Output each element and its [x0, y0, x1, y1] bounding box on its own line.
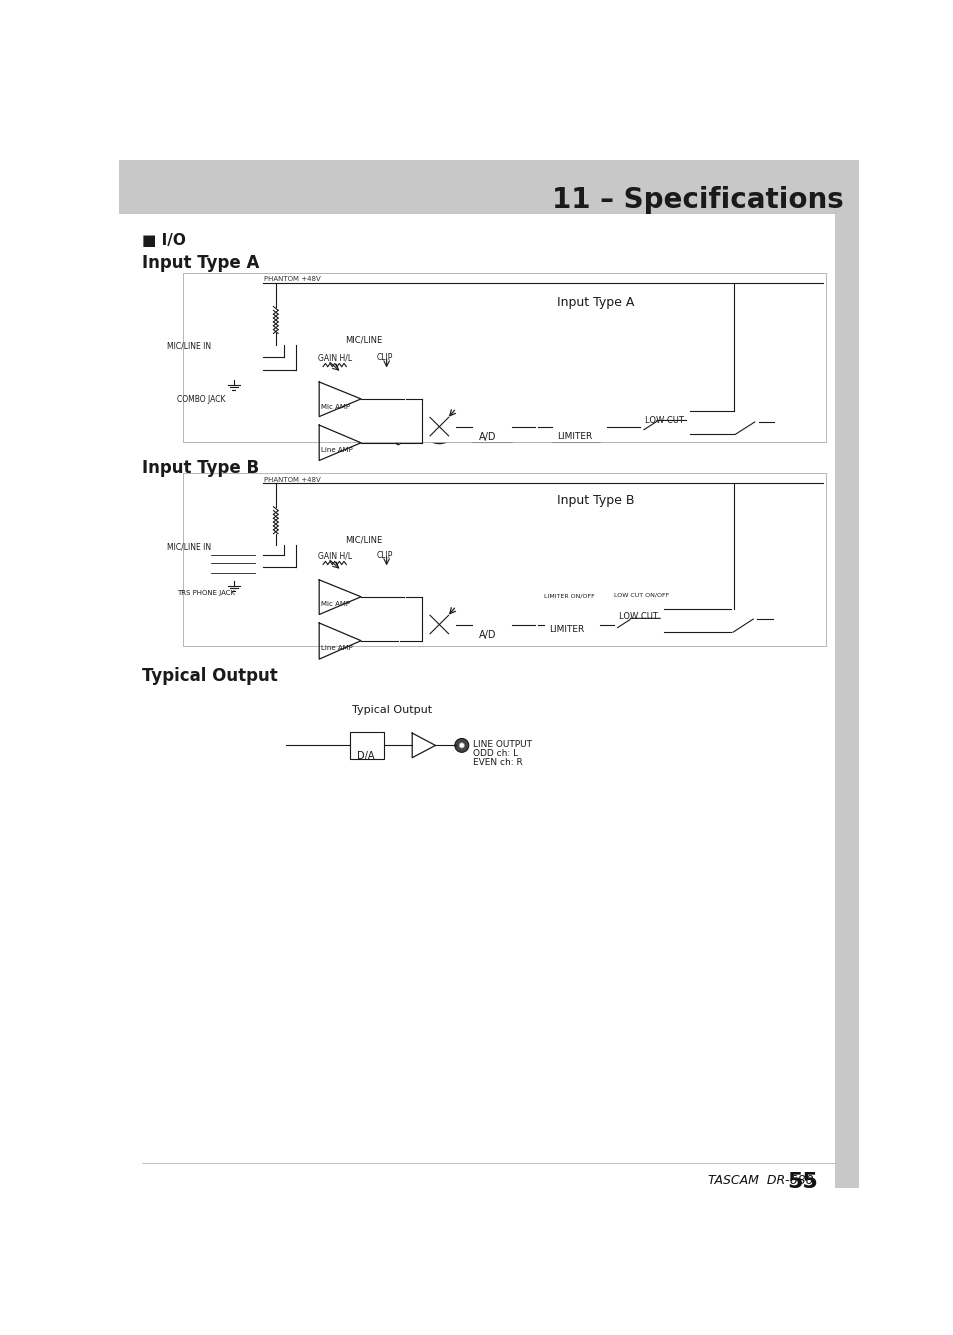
Bar [551, 411, 599, 442]
Text: LIMITER ON/OFF: LIMITER ON/OFF [543, 594, 594, 598]
Text: MIC/LINE IN: MIC/LINE IN [167, 542, 212, 551]
Text: Line AMP: Line AMP [320, 447, 352, 454]
Text: Input Type A: Input Type A [557, 296, 634, 308]
Text: Mic AMP: Mic AMP [320, 403, 350, 410]
Text: Typical Output: Typical Output [352, 705, 432, 716]
Text: Input Type B: Input Type B [557, 494, 634, 506]
Bar [119, 160, 858, 212]
Text: A/D: A/D [478, 433, 496, 442]
Text: CLIP: CLIP [376, 354, 393, 363]
Circle shape [455, 738, 468, 753]
Text: Mic AMP: Mic AMP [320, 601, 350, 607]
Text: MIC/LINE: MIC/LINE [345, 336, 382, 344]
Bar [472, 411, 512, 442]
Text: D/A: D/A [356, 750, 375, 761]
Bar [183, 272, 825, 442]
Bar [543, 603, 592, 634]
Text: GAIN H/L: GAIN H/L [318, 354, 353, 363]
Text: 11 – Specifications: 11 – Specifications [552, 187, 843, 214]
Circle shape [294, 565, 297, 569]
Bar [613, 601, 663, 630]
Text: MIC/LINE: MIC/LINE [345, 535, 382, 545]
Text: LOW CUT: LOW CUT [618, 613, 658, 621]
Bar [311, 503, 439, 609]
Text: EVEN ch: R: EVEN ch: R [472, 758, 522, 766]
Text: GAIN H/L: GAIN H/L [318, 551, 353, 561]
Bar [203, 543, 263, 590]
Circle shape [294, 368, 297, 372]
Text: Typical Output: Typical Output [142, 668, 278, 685]
Text: PHANTOM +48V: PHANTOM +48V [264, 276, 320, 283]
Text: 55: 55 [786, 1172, 817, 1192]
Text: LOW CUT: LOW CUT [645, 415, 683, 425]
Text: Input Type B: Input Type B [142, 459, 259, 477]
Text: Line AMP: Line AMP [320, 645, 352, 651]
Text: LIMITER: LIMITER [549, 625, 584, 634]
Text: ODD ch: L: ODD ch: L [472, 749, 517, 758]
Text: TASCAM  DR-680: TASCAM DR-680 [707, 1173, 813, 1187]
Text: COMBO JACK: COMBO JACK [177, 395, 226, 405]
Text: PHANTOM +48V: PHANTOM +48V [264, 477, 320, 483]
Circle shape [458, 742, 464, 748]
Bar [311, 303, 439, 409]
Text: MIC/LINE IN: MIC/LINE IN [167, 342, 212, 351]
Bar [350, 732, 384, 760]
Text: LINE OUTPUT: LINE OUTPUT [472, 740, 531, 749]
Text: TRS PHONE JACK: TRS PHONE JACK [177, 590, 235, 595]
Text: CLIP: CLIP [376, 551, 393, 561]
Bar [639, 405, 690, 434]
Text: LIMITER: LIMITER [557, 433, 592, 441]
Circle shape [282, 554, 285, 557]
Bar [835, 160, 858, 1188]
Text: LOW CUT ON/OFF: LOW CUT ON/OFF [613, 593, 668, 597]
Text: Input Type A: Input Type A [142, 254, 259, 272]
Text: ■ I/O: ■ I/O [142, 234, 186, 248]
Bar [472, 609, 512, 639]
Bar [183, 473, 825, 646]
Circle shape [282, 356, 285, 359]
Bar [203, 343, 263, 395]
Text: A/D: A/D [478, 630, 496, 639]
